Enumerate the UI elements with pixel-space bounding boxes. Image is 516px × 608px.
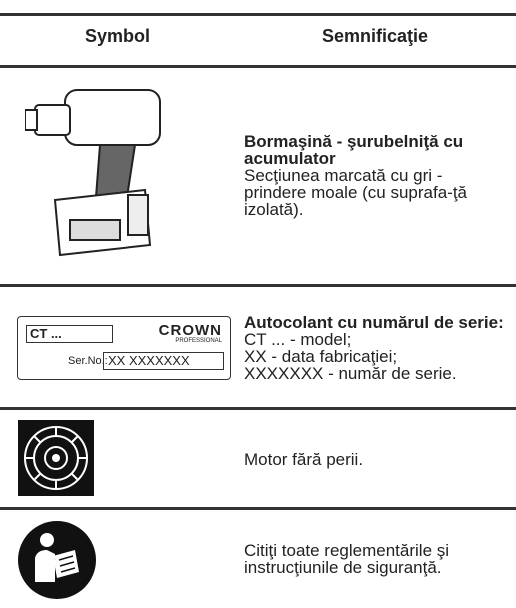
label-serial: XX XXXXXXX bbox=[103, 352, 224, 370]
label-model: CT ... bbox=[26, 325, 113, 343]
rule bbox=[0, 65, 516, 68]
row-2-text: Autocolant cu numărul de serie: CT ... -… bbox=[244, 287, 506, 408]
label-sub: PROFESSIONAL bbox=[175, 338, 222, 344]
row-line: Secţiunea marcată cu gri - prindere moal… bbox=[244, 166, 468, 219]
row-line: Motor fără perii. bbox=[244, 449, 364, 469]
row-line: XX - data fabricaţiei; bbox=[244, 346, 398, 366]
manual-icon bbox=[18, 521, 96, 599]
row-4-text: Citiţi toate reglementările şi instrucţi… bbox=[244, 510, 506, 608]
rule bbox=[0, 13, 516, 16]
row-3-text: Motor fără perii. bbox=[244, 410, 506, 508]
rule bbox=[0, 407, 516, 410]
row-line: Citiţi toate reglementările şi instrucţi… bbox=[244, 541, 450, 577]
rule bbox=[0, 284, 516, 287]
row-title: Autocolant cu numărul de serie: bbox=[244, 312, 504, 332]
serial-label: CT ... CROWN PROFESSIONAL Ser.No.: XX XX… bbox=[17, 316, 231, 380]
rule bbox=[0, 507, 516, 510]
row-line: XXXXXXX - număr de serie. bbox=[244, 363, 457, 383]
row-title: Bormaşină - şurubelniţă cu acumulator bbox=[244, 132, 464, 168]
row-line: CT ... - model; bbox=[244, 329, 352, 349]
header-meaning: Semnificaţie bbox=[321, 26, 429, 46]
label-brand: CROWN bbox=[158, 322, 222, 339]
header-symbol: Symbol bbox=[84, 26, 150, 46]
motor-icon bbox=[18, 420, 94, 496]
label-serial-title: Ser.No.: bbox=[68, 355, 108, 367]
row-1-text: Bormaşină - şurubelniţă cu acumulator Se… bbox=[244, 66, 506, 285]
drill-icon bbox=[25, 89, 161, 257]
